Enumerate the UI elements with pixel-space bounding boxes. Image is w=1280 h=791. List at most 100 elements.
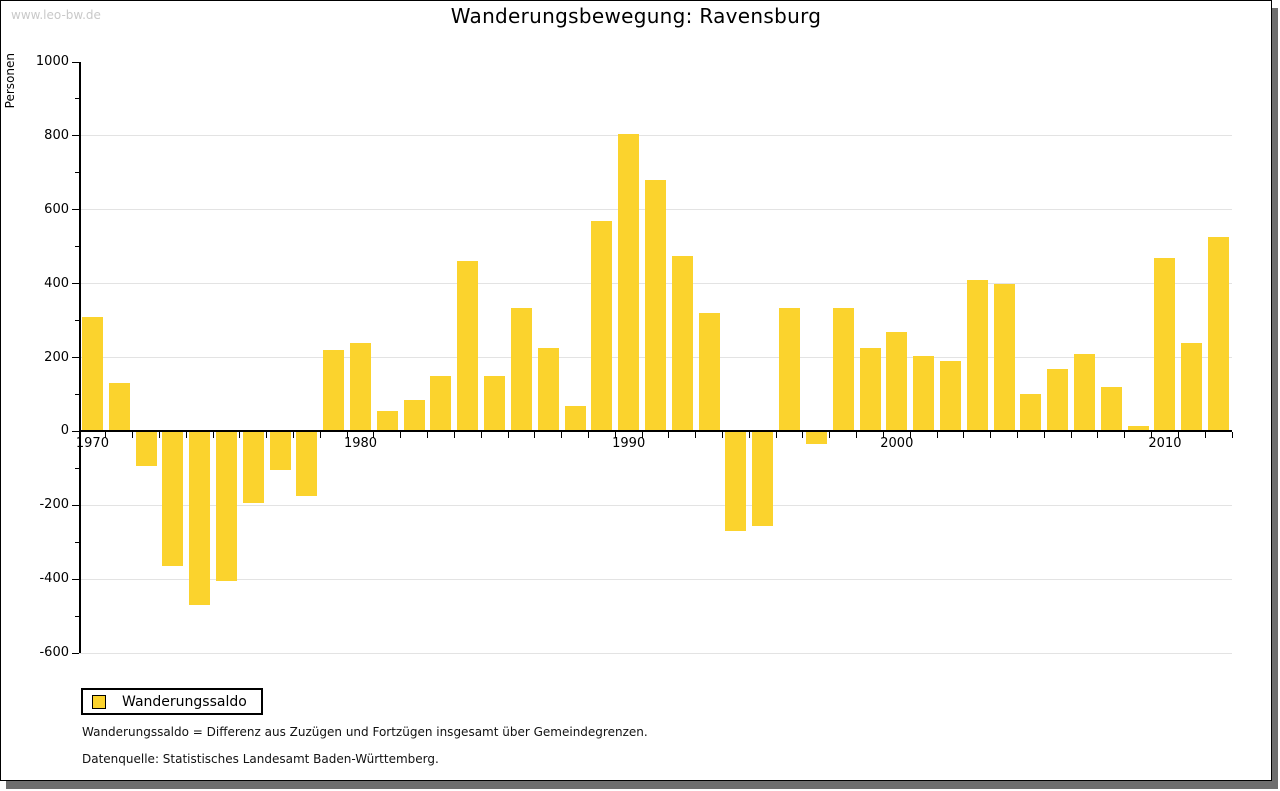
bar-1985 <box>484 375 506 432</box>
bar-1996 <box>779 307 801 432</box>
y-tick-minor <box>75 615 79 617</box>
legend-swatch-icon <box>92 694 106 709</box>
bar-1995 <box>752 431 774 526</box>
gridline <box>79 135 1232 137</box>
bar-1973 <box>162 431 184 567</box>
x-tick <box>185 432 187 439</box>
x-axis-line <box>79 430 1232 433</box>
bar-1990 <box>618 134 640 432</box>
x-tick <box>668 432 670 439</box>
y-tick-major <box>72 61 79 63</box>
bar-2007 <box>1074 353 1096 432</box>
bar-2003 <box>966 279 988 432</box>
y-tick-label: -600 <box>39 645 69 660</box>
x-tick <box>936 432 938 439</box>
x-tick-label-2010: 2010 <box>1148 436 1182 452</box>
x-tick <box>373 432 375 439</box>
footnote-definition: Wanderungssaldo = Differenz aus Zuzügen … <box>82 725 648 739</box>
x-tick-label-1980: 1980 <box>343 436 378 452</box>
x-tick <box>856 432 858 439</box>
bar-1970 <box>81 316 103 432</box>
bar-1981 <box>376 411 398 432</box>
bar-1971 <box>108 383 130 432</box>
gridline <box>79 504 1232 506</box>
x-tick <box>212 432 214 439</box>
bar-2004 <box>993 283 1015 432</box>
bar-1972 <box>135 431 157 467</box>
y-tick-label: 1000 <box>35 54 69 69</box>
x-tick <box>346 432 348 439</box>
bar-2001 <box>913 355 935 432</box>
x-tick <box>239 432 241 439</box>
bar-1994 <box>725 431 747 532</box>
x-tick <box>400 432 402 439</box>
x-tick <box>480 432 482 439</box>
x-tick-label-1990: 1990 <box>612 436 646 452</box>
y-tick-major <box>72 283 79 285</box>
x-tick <box>1204 432 1206 439</box>
bar-1989 <box>591 220 613 432</box>
y-tick-major <box>72 209 79 211</box>
bar-1998 <box>832 307 854 432</box>
bar-2005 <box>1020 394 1042 432</box>
x-tick <box>748 432 750 439</box>
x-tick <box>802 432 804 439</box>
bar-1986 <box>510 307 532 432</box>
bar-1979 <box>323 350 345 432</box>
x-tick <box>1177 432 1179 439</box>
chart-title: Wanderungsbewegung: Ravensburg <box>450 4 822 28</box>
y-tick-minor <box>75 98 79 100</box>
y-tick-major <box>72 430 79 432</box>
bar-1974 <box>189 431 211 605</box>
x-tick <box>561 432 563 439</box>
x-tick <box>266 432 268 439</box>
x-tick <box>775 432 777 439</box>
bar-1993 <box>698 313 720 432</box>
bar-2009 <box>1127 425 1149 432</box>
gridline <box>79 652 1232 654</box>
y-tick-major <box>72 652 79 654</box>
footnote-source: Datenquelle: Statistisches Landesamt Bad… <box>82 752 439 766</box>
bar-1978 <box>296 431 318 497</box>
x-tick <box>963 432 965 439</box>
x-tick <box>453 432 455 439</box>
x-tick <box>507 432 509 439</box>
legend: Wanderungssaldo <box>81 688 263 715</box>
x-tick <box>641 432 643 439</box>
bar-1987 <box>537 348 559 432</box>
bar-2000 <box>886 331 908 432</box>
y-tick-minor <box>75 246 79 248</box>
bar-1984 <box>457 261 479 432</box>
y-tick-label: 0 <box>60 423 69 439</box>
bar-1991 <box>645 180 666 432</box>
x-tick <box>132 432 134 439</box>
y-tick-minor <box>75 172 79 174</box>
bar-1999 <box>859 348 881 432</box>
y-tick-major <box>72 135 79 137</box>
x-tick <box>319 432 321 439</box>
x-tick <box>695 432 697 439</box>
x-tick <box>1016 432 1018 439</box>
bar-2008 <box>1100 387 1122 432</box>
x-tick <box>614 432 616 439</box>
x-tick <box>829 432 831 439</box>
bar-2011 <box>1181 342 1203 432</box>
y-tick-label: -200 <box>39 497 69 513</box>
bar-1992 <box>671 255 693 432</box>
y-tick-label: 800 <box>44 127 69 143</box>
bar-2006 <box>1047 368 1069 432</box>
y-tick-label: 400 <box>44 275 69 291</box>
watermark: www.leo-bw.de <box>11 8 101 22</box>
y-tick-major <box>72 357 79 358</box>
y-tick-minor <box>75 320 79 322</box>
x-tick <box>1124 432 1126 439</box>
y-axis-label: Personen <box>3 53 17 109</box>
y-axis-line <box>79 62 81 653</box>
bar-1982 <box>403 399 425 432</box>
y-tick-label: -400 <box>39 571 69 587</box>
x-tick <box>990 432 992 439</box>
bar-2010 <box>1154 257 1176 432</box>
bar-1983 <box>430 375 452 432</box>
y-tick-label: 200 <box>44 349 69 365</box>
